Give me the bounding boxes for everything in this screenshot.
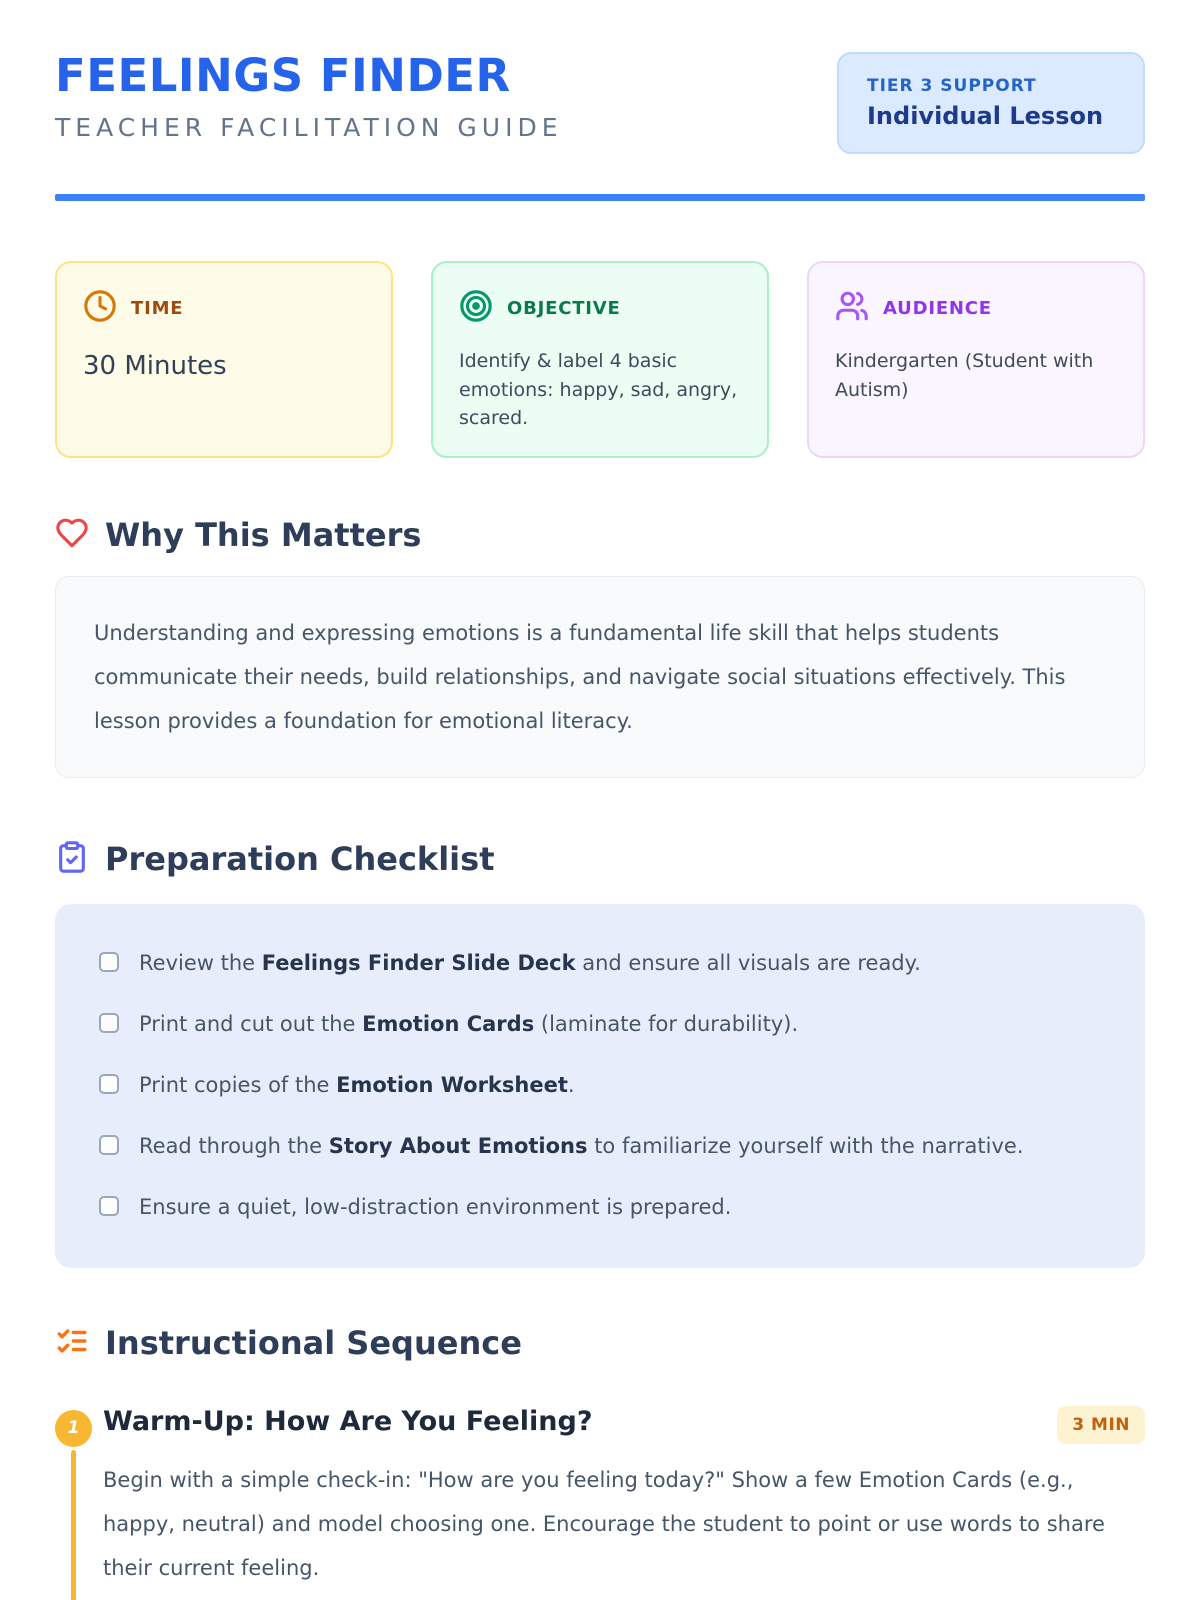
lesson-type-label: Individual Lesson	[867, 102, 1104, 130]
target-icon	[459, 289, 493, 327]
objective-value: Identify & label 4 basic emotions: happy…	[459, 350, 738, 429]
tier-support-label: TIER 3 SUPPORT	[867, 76, 1037, 96]
checklist-item: Read through the Story About Emotions to…	[99, 1127, 1101, 1167]
checkbox[interactable]	[99, 1195, 119, 1216]
checklist-item: Review the Feelings Finder Slide Deck an…	[99, 944, 1101, 984]
why-section-heading: Why This Matters	[55, 516, 1145, 554]
checklist-item-text: Print copies of the Emotion Worksheet.	[139, 1066, 575, 1106]
time-card-header: TIME	[83, 289, 365, 327]
checklist-box: Review the Feelings Finder Slide Deck an…	[55, 904, 1145, 1268]
checklist-item: Print and cut out the Emotion Cards (lam…	[99, 1005, 1101, 1045]
item-text-post: .	[567, 1073, 575, 1098]
item-text-post: to familiarize yourself with the narrati…	[587, 1133, 1024, 1158]
checklist-item-text: Review the Feelings Finder Slide Deck an…	[139, 944, 921, 984]
header: FEELINGS FINDER TEACHER FACILITATION GUI…	[55, 52, 1145, 154]
info-cards-row: TIME 30 Minutes OBJECTIVE Identify & lab…	[55, 261, 1145, 458]
page-subtitle: TEACHER FACILITATION GUIDE	[55, 113, 563, 143]
time-value: 30 Minutes	[83, 351, 227, 381]
step-number-badge: 1	[55, 1409, 92, 1447]
checklist-item: Print copies of the Emotion Worksheet.	[99, 1066, 1101, 1106]
item-text-pre: Ensure a quiet, low-distraction environm…	[139, 1194, 732, 1219]
checkbox[interactable]	[99, 1013, 119, 1034]
why-section-title: Why This Matters	[105, 516, 422, 554]
users-icon	[835, 289, 869, 327]
step-1: 1 Warm-Up: How Are You Feeling? 3 MIN Be…	[55, 1405, 1145, 1600]
prep-section-title: Preparation Checklist	[105, 840, 495, 879]
sequence-section-title: Instructional Sequence	[105, 1323, 522, 1362]
checklist-item: Ensure a quiet, low-distraction environm…	[99, 1188, 1101, 1228]
item-text-post: and ensure all visuals are ready.	[575, 951, 921, 976]
header-titles: FEELINGS FINDER TEACHER FACILITATION GUI…	[55, 49, 563, 143]
page-title: FEELINGS FINDER	[55, 49, 511, 102]
why-body-text: Understanding and expressing emotions is…	[94, 621, 1066, 734]
sequence-section-heading: Instructional Sequence	[55, 1324, 1145, 1362]
item-text-bold: Feelings Finder Slide Deck	[261, 951, 576, 976]
step-content: Warm-Up: How Are You Feeling? 3 MIN Begi…	[103, 1405, 1145, 1590]
why-body-box: Understanding and expressing emotions is…	[55, 576, 1145, 779]
step-title: Warm-Up: How Are You Feeling?	[103, 1405, 593, 1437]
item-text-bold: Emotion Worksheet	[336, 1073, 568, 1098]
checklist-item-text: Ensure a quiet, low-distraction environm…	[139, 1188, 731, 1228]
audience-value: Kindergarten (Student with Autism)	[835, 350, 1094, 401]
checkbox[interactable]	[99, 952, 119, 973]
instructional-sequence-section: Instructional Sequence 1 Warm-Up: How Ar…	[55, 1324, 1145, 1600]
objective-card-header: OBJECTIVE	[459, 289, 741, 327]
step-body-text: Begin with a simple check-in: "How are y…	[103, 1467, 1105, 1580]
checkbox[interactable]	[99, 1074, 119, 1095]
item-text-bold: Emotion Cards	[362, 1012, 535, 1037]
item-text-pre: Read through the	[139, 1133, 329, 1158]
duration-badge: 3 MIN	[1057, 1405, 1145, 1444]
prep-section-heading: Preparation Checklist	[55, 840, 1145, 878]
objective-card-label: OBJECTIVE	[507, 297, 621, 319]
clipboard-check-icon	[55, 840, 89, 878]
audience-card: AUDIENCE Kindergarten (Student with Auti…	[807, 261, 1145, 458]
list-checks-icon	[55, 1324, 89, 1362]
checklist-item-text: Read through the Story About Emotions to…	[139, 1127, 1024, 1167]
checklist-item-text: Print and cut out the Emotion Cards (lam…	[139, 1005, 798, 1045]
item-text-bold: Story About Emotions	[328, 1133, 588, 1158]
item-text-pre: Print and cut out the	[139, 1012, 363, 1037]
heart-icon	[55, 516, 89, 554]
tier-badge: TIER 3 SUPPORT Individual Lesson	[837, 52, 1145, 154]
time-card-label: TIME	[131, 297, 184, 319]
preparation-checklist-section: Preparation Checklist Review the Feeling…	[55, 840, 1145, 1268]
item-text-post: (laminate for durability).	[534, 1012, 799, 1037]
header-divider	[55, 194, 1145, 201]
audience-card-header: AUDIENCE	[835, 289, 1117, 327]
item-text-pre: Review the	[139, 951, 262, 976]
objective-card: OBJECTIVE Identify & label 4 basic emoti…	[431, 261, 769, 458]
item-text-pre: Print copies of the	[139, 1073, 337, 1098]
why-this-matters-section: Why This Matters Understanding and expre…	[55, 516, 1145, 779]
clock-icon	[83, 289, 117, 327]
time-card: TIME 30 Minutes	[55, 261, 393, 458]
step-header: Warm-Up: How Are You Feeling? 3 MIN	[103, 1405, 1145, 1444]
checkbox[interactable]	[99, 1134, 119, 1155]
timeline-line	[71, 1449, 76, 1600]
audience-card-label: AUDIENCE	[883, 297, 992, 319]
